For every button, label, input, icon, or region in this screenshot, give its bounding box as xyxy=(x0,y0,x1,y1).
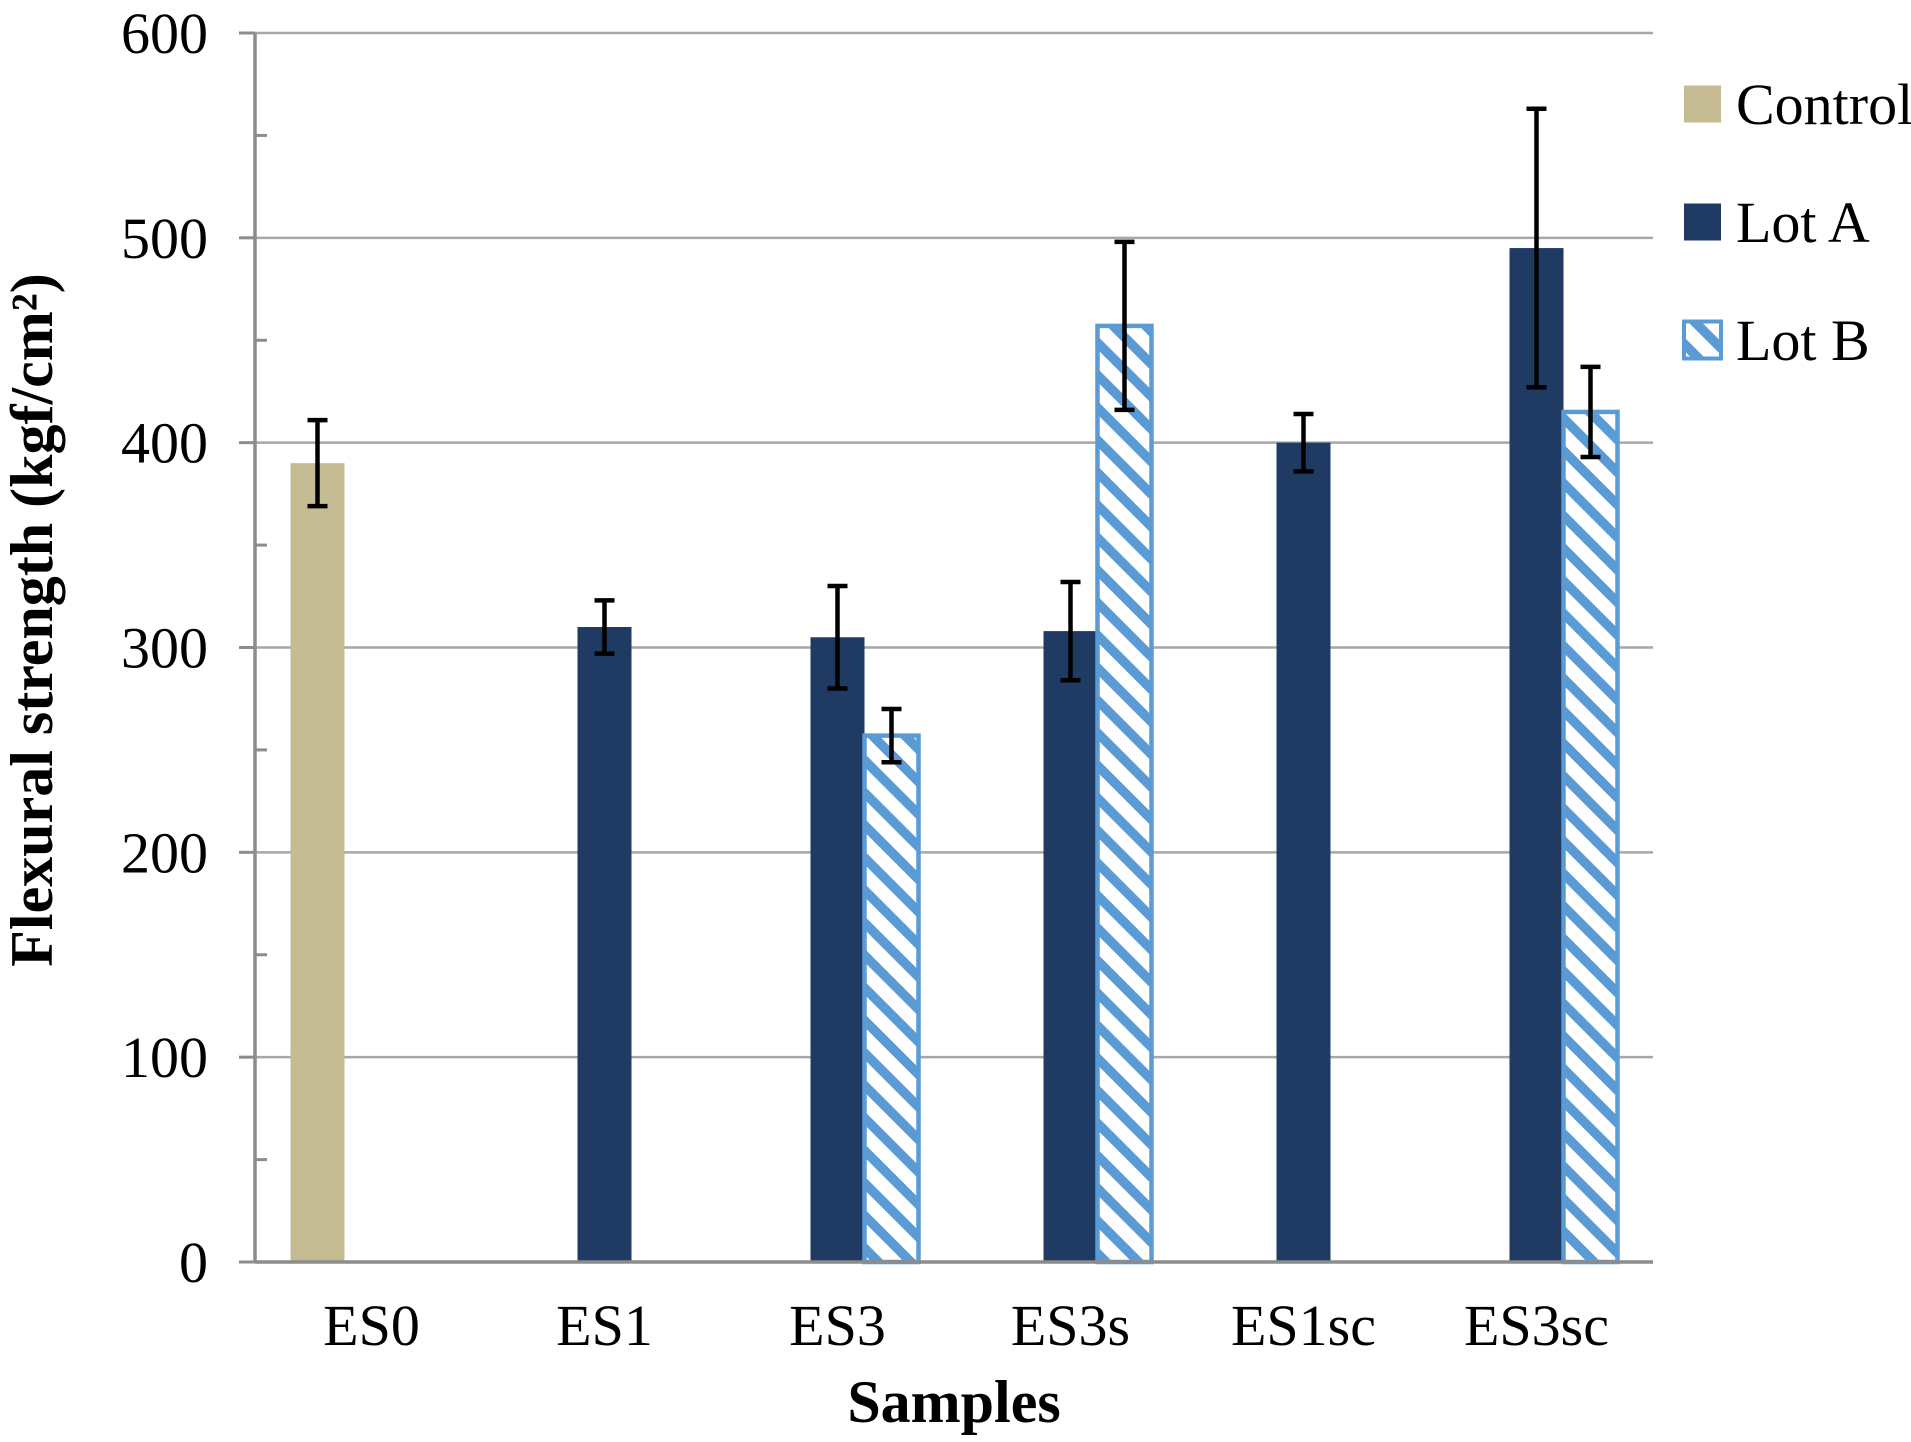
bar-ES3s-Lot A xyxy=(1043,631,1098,1262)
legend-item-Lot B: Lot B xyxy=(1682,308,1870,373)
bars xyxy=(290,248,1620,1265)
bar-ES3sc-Lot B xyxy=(1561,409,1620,1265)
category-label-ES3sc: ES3sc xyxy=(1464,1293,1609,1358)
category-label-ES1: ES1 xyxy=(556,1293,653,1358)
legend-swatch-Control xyxy=(1684,85,1721,123)
legend-swatch-Lot A xyxy=(1684,203,1721,241)
category-label-ES3s: ES3s xyxy=(1011,1293,1130,1358)
legend-label-Lot B: Lot B xyxy=(1736,308,1870,373)
y-tick-label-100: 100 xyxy=(121,1025,208,1090)
axis-ticks xyxy=(239,31,267,1264)
y-axis-title: Flexural strength (kgf/cm²) xyxy=(0,273,65,966)
y-tick-label-300: 300 xyxy=(121,616,208,681)
bar-ES1sc-Lot A xyxy=(1276,442,1331,1263)
bar-ES3-Lot A xyxy=(810,637,865,1262)
bar-ES0-Control xyxy=(290,463,345,1262)
legend-item-Lot A: Lot A xyxy=(1684,190,1870,255)
y-tick-label-0: 0 xyxy=(179,1230,208,1295)
y-tick-label-500: 500 xyxy=(121,206,208,271)
axis-lines xyxy=(253,33,1653,1264)
bar-ES3sc-Lot A xyxy=(1509,248,1564,1262)
bar-ES1-Lot A xyxy=(577,627,632,1262)
y-tick-label-400: 400 xyxy=(121,411,208,476)
y-tick-label-600: 600 xyxy=(121,1,208,66)
bar-ES3-Lot B xyxy=(862,733,921,1265)
legend-item-Control: Control xyxy=(1684,72,1911,137)
legend-label-Control: Control xyxy=(1736,72,1911,137)
category-label-ES3: ES3 xyxy=(789,1293,886,1358)
x-axis-title: Samples xyxy=(847,1369,1060,1435)
error-bars xyxy=(307,106,1601,765)
gridlines xyxy=(255,31,1653,1264)
x-category-labels: ES0 ES1 ES3 ES3s ES1sc ES3sc xyxy=(323,1293,1609,1358)
bar-ES3s-Lot B xyxy=(1095,323,1154,1265)
legend-swatch-Lot B xyxy=(1682,319,1723,361)
legend-label-Lot A: Lot A xyxy=(1736,190,1870,255)
category-label-ES1sc: ES1sc xyxy=(1231,1293,1376,1358)
y-tick-label-200: 200 xyxy=(121,820,208,885)
y-tick-labels: 0 100 200 300 400 500 600 xyxy=(121,1,208,1295)
category-label-ES0: ES0 xyxy=(323,1293,420,1358)
legend: Control Lot A Lot B xyxy=(1682,72,1911,373)
